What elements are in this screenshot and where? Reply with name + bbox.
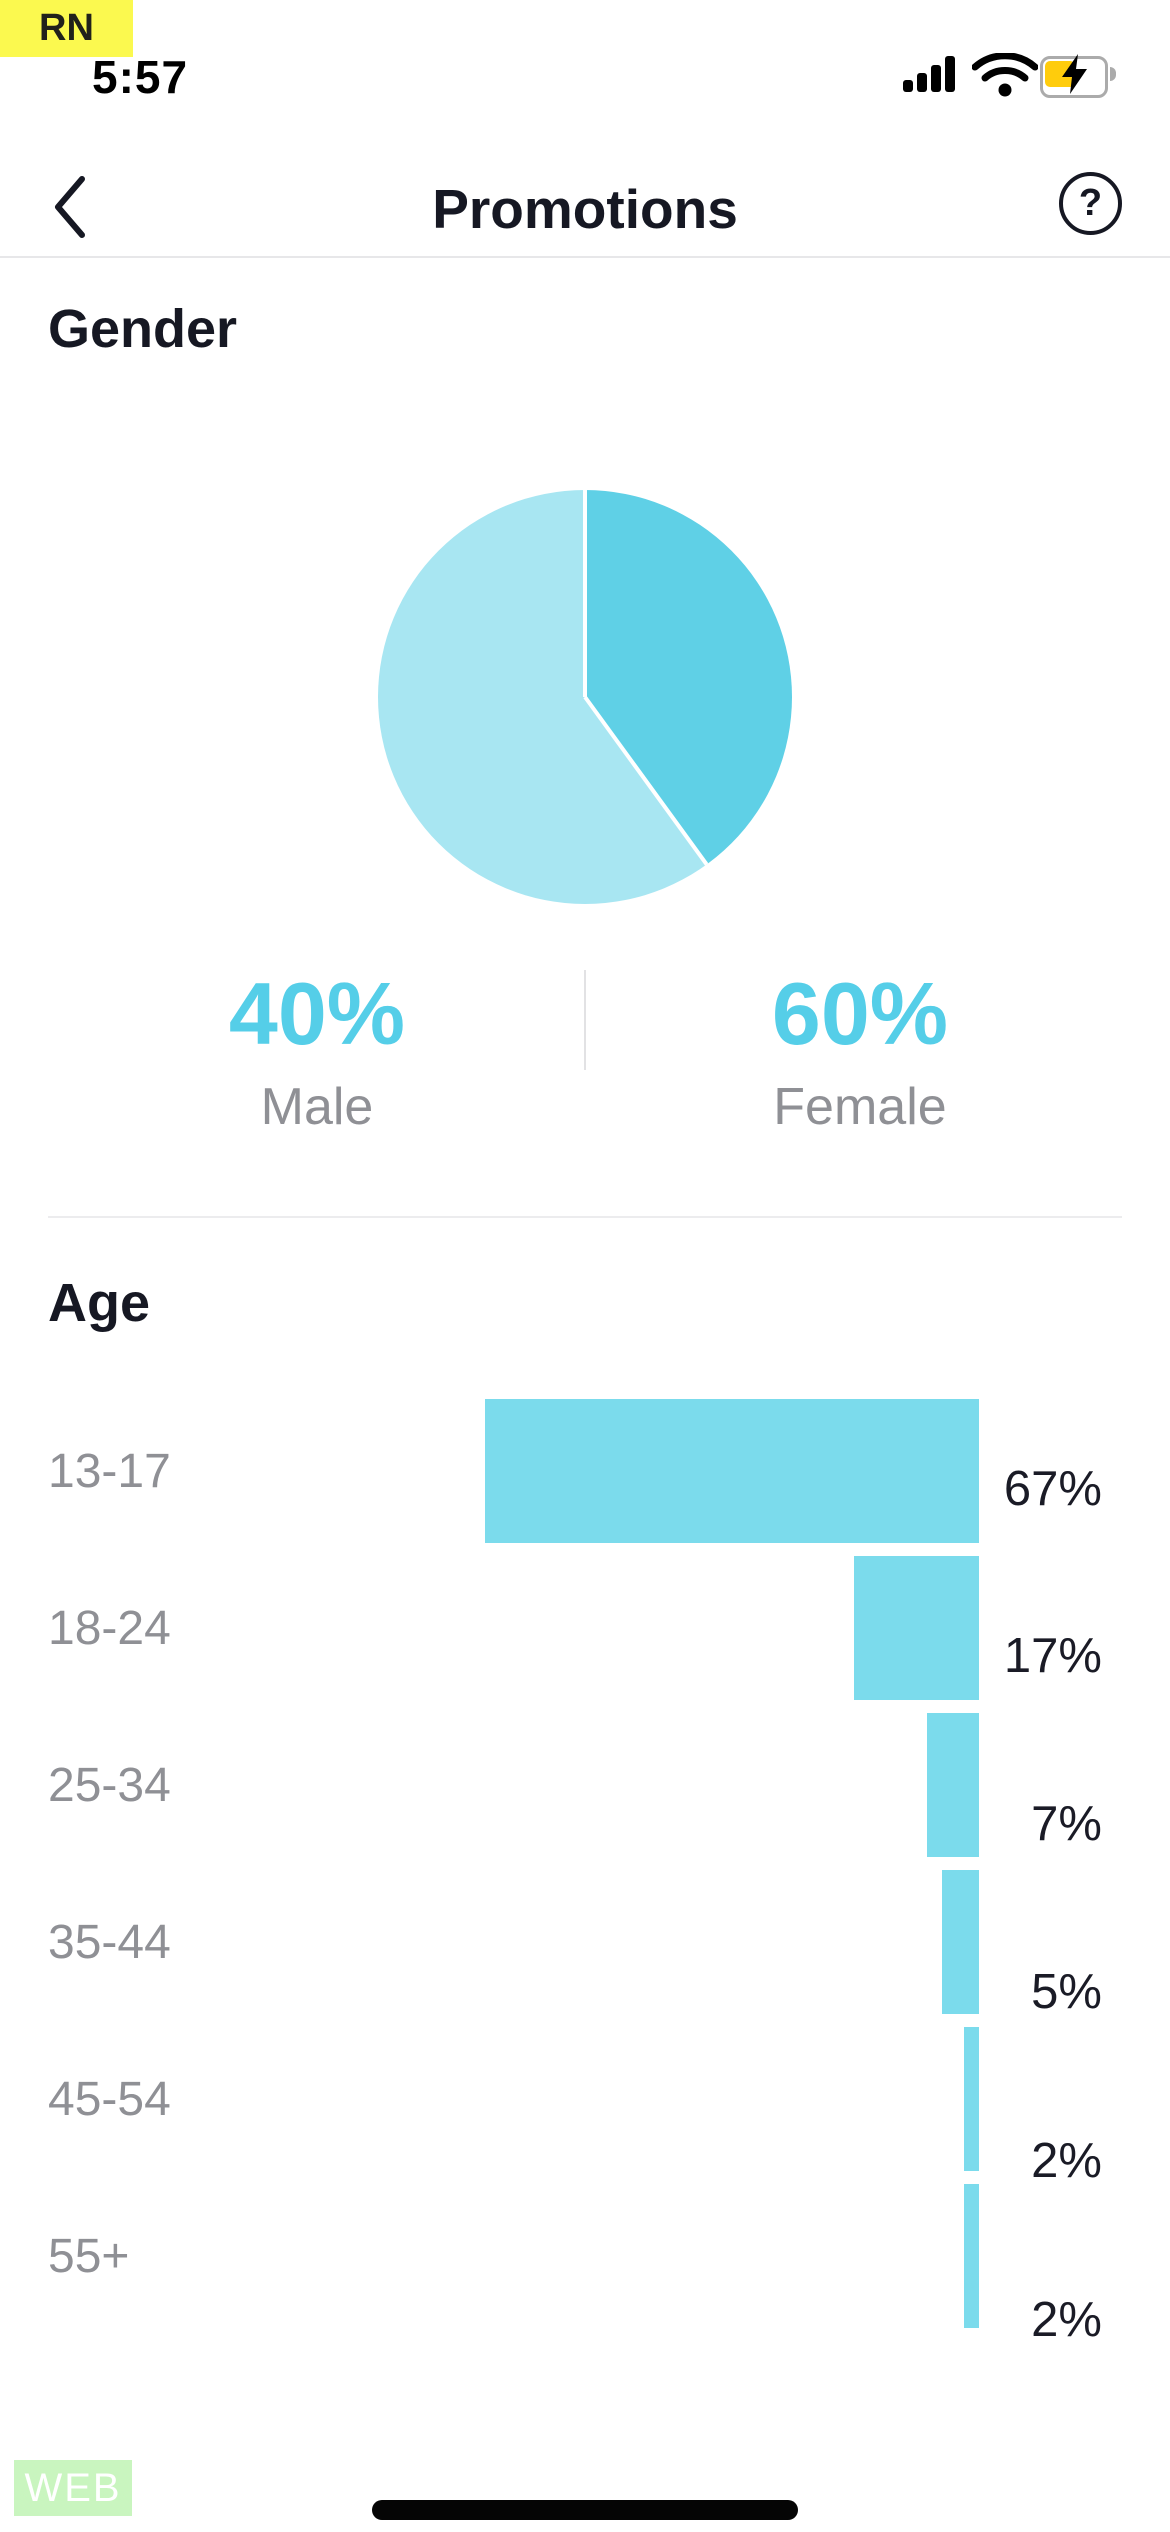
age-section-heading: Age (48, 1273, 151, 1333)
charging-bolt-icon (1062, 54, 1088, 99)
page-title: Promotions (432, 177, 738, 240)
age-bucket-value: 17% (1003, 1628, 1102, 1683)
pie-divider-line (583, 695, 709, 866)
age-bar-chart: 13-17 67% 18-24 17% 25-34 7% 35-44 5% 45… (0, 1399, 1170, 2347)
bar (927, 1713, 979, 1857)
chevron-left-icon (52, 175, 88, 244)
back-button[interactable] (52, 175, 96, 243)
status-bar-time: 5:57 (92, 51, 189, 103)
age-bucket-label: 18-24 (48, 1601, 171, 1655)
female-label: Female (773, 1078, 947, 1136)
help-button[interactable]: ? (1059, 172, 1122, 235)
dev-env-badge-web: WEB (14, 2460, 132, 2516)
stats-vertical-divider (584, 970, 586, 1070)
bar (942, 1870, 979, 2014)
male-percentage: 40% (228, 964, 406, 1063)
nav-header: Promotions ? (0, 160, 1170, 257)
wifi-icon (971, 52, 1039, 102)
age-bucket-label: 55+ (48, 2229, 130, 2283)
male-label: Male (260, 1078, 374, 1136)
bar (964, 2027, 979, 2171)
age-row-35-44: 35-44 5% (0, 1870, 1170, 2027)
age-row-55-plus: 55+ 2% (0, 2184, 1170, 2347)
age-row-13-17: 13-17 67% (0, 1399, 1170, 1556)
bar (485, 1399, 979, 1543)
bar-track (242, 1556, 979, 1700)
bar-track (242, 1399, 979, 1543)
bar (964, 2184, 979, 2328)
age-bucket-value: 2% (1031, 2292, 1102, 2347)
dev-env-badge-rn: RN (0, 0, 133, 57)
age-bucket-label: 35-44 (48, 1915, 171, 1969)
age-bucket-label: 25-34 (48, 1758, 171, 1812)
age-bucket-label: 45-54 (48, 2072, 171, 2126)
battery-charging-icon (1040, 54, 1120, 98)
age-bucket-value: 5% (1031, 1964, 1102, 2019)
bar-track (242, 1713, 979, 1857)
question-mark-icon: ? (1078, 182, 1103, 224)
bar-track (242, 1870, 979, 2014)
bar (853, 1556, 979, 1700)
gender-section-heading: Gender (48, 299, 238, 359)
cellular-signal-icon (903, 56, 957, 92)
gender-stat-male: 40% Male (107, 966, 527, 1135)
female-percentage: 60% (771, 964, 949, 1063)
section-divider (48, 1216, 1122, 1218)
gender-pie-chart (378, 490, 792, 904)
header-divider (0, 256, 1170, 258)
bar-track (242, 2184, 979, 2328)
home-indicator[interactable] (372, 2500, 798, 2520)
bar-track (242, 2027, 979, 2171)
age-bucket-value: 7% (1031, 1796, 1102, 1851)
age-row-25-34: 25-34 7% (0, 1713, 1170, 1870)
age-bucket-label: 13-17 (48, 1444, 171, 1498)
age-row-45-54: 45-54 2% (0, 2027, 1170, 2188)
age-row-18-24: 18-24 17% (0, 1556, 1170, 1713)
age-bucket-value: 67% (1003, 1461, 1102, 1516)
age-bucket-value: 2% (1031, 2133, 1102, 2188)
pie-divider-line (583, 490, 587, 697)
gender-stat-female: 60% Female (650, 966, 1070, 1135)
